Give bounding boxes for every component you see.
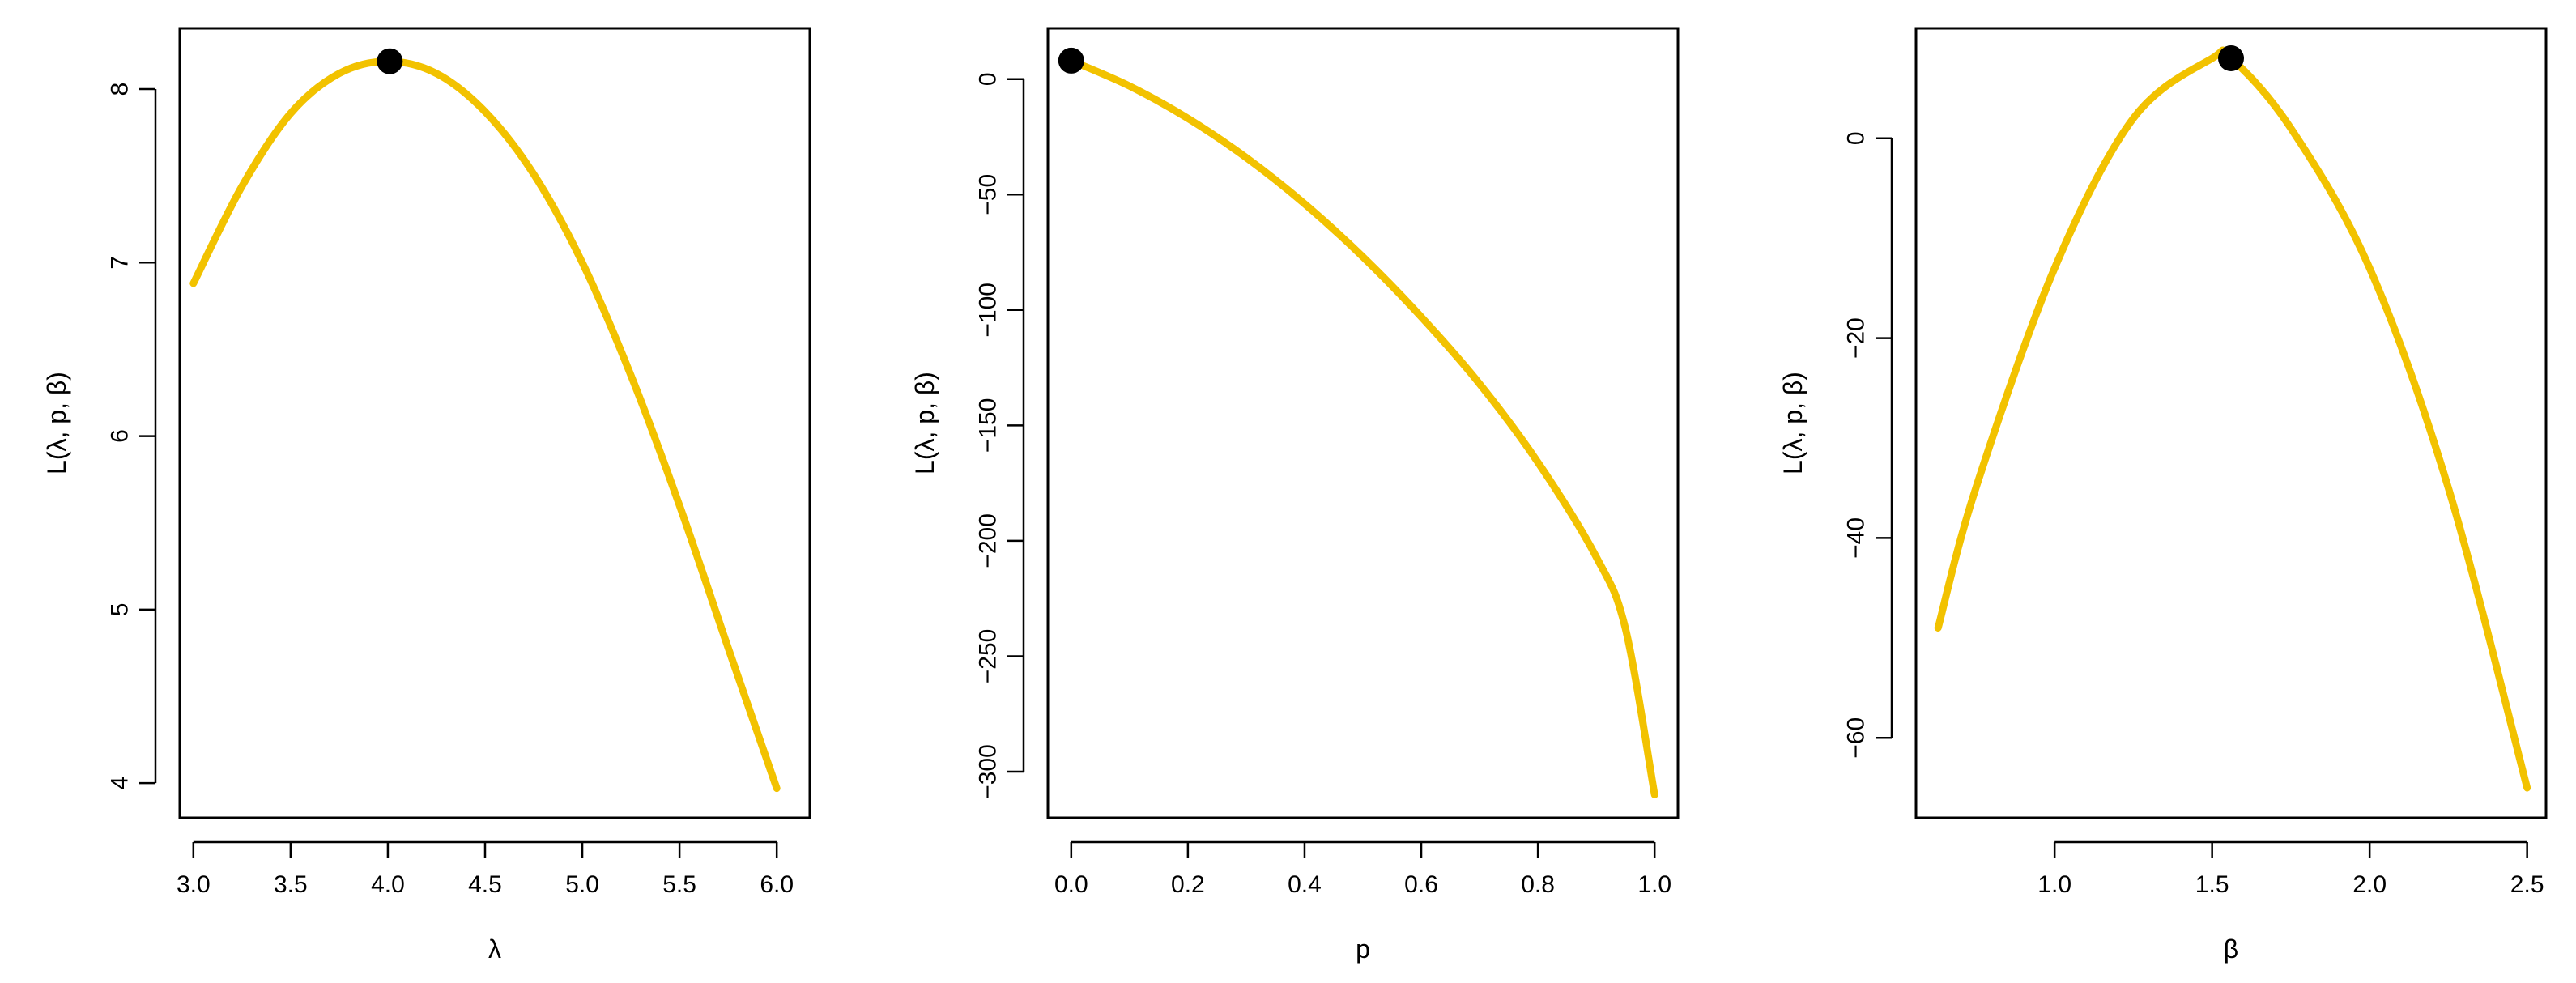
x-tick-label: 0.0	[1054, 871, 1088, 898]
y-tick-label: −300	[975, 744, 1002, 799]
y-tick-label: 7	[107, 256, 134, 270]
panel-3: 1.0 1.5 2.0 2.5 0 −20 −40 −60 β L(λ, p, β)	[1778, 27, 2548, 964]
x-tick-label: 0.8	[1521, 871, 1555, 898]
y-tick-label: −60	[1843, 717, 1870, 759]
plot-frame-2	[1046, 27, 1680, 819]
panel-1: 3.0 3.5 4.0 4.5 5.0 5.5 6.0 4 5 6 7 8 λ L(λ, p, β)	[42, 27, 811, 964]
x-axis-label-3: β	[2224, 934, 2238, 964]
y-tick-label: −50	[975, 174, 1002, 215]
x-tick-label: 1.0	[2037, 871, 2071, 898]
x-tick-label: 3.5	[274, 871, 308, 898]
maximum-point-2	[1058, 47, 1084, 74]
y-axis-label-1: L(λ, p, β)	[42, 372, 71, 474]
x-tick-label: 0.4	[1288, 871, 1322, 898]
maximum-point-3	[2218, 45, 2244, 72]
y-axis-label-3: L(λ, p, β)	[1778, 372, 1807, 474]
y-tick-label: −250	[975, 629, 1002, 684]
plot-frame-1	[178, 27, 811, 819]
y-tick-label: 4	[107, 777, 134, 790]
maximum-point-1	[377, 48, 403, 74]
x-axis-label-2: p	[1356, 934, 1370, 964]
x-tick-label: 6.0	[760, 871, 794, 898]
x-tick-label: 1.0	[1637, 871, 1671, 898]
y-tick-label: 5	[107, 603, 134, 617]
x-tick-label: 0.2	[1171, 871, 1205, 898]
likelihood-curve-1	[189, 57, 781, 793]
y-tick-label: 0	[975, 72, 1002, 86]
y-tick-label: 8	[107, 83, 134, 96]
x-tick-label: 4.0	[371, 871, 405, 898]
x-tick-label: 2.0	[2352, 871, 2387, 898]
x-tick-label: 3.0	[177, 871, 211, 898]
x-tick-label: 5.5	[662, 871, 696, 898]
x-axis-label-1: λ	[488, 934, 501, 964]
y-tick-label: −100	[975, 283, 1002, 338]
plot-frame-3	[1914, 27, 2548, 819]
panel-2: 0.0 0.2 0.4 0.6 0.8 1.0 0 −50 −100 −150 −200 −250 −3…	[910, 27, 1680, 964]
x-tick-label: 2.5	[2510, 871, 2544, 898]
y-tick-label: −20	[1843, 317, 1870, 359]
y-tick-label: −200	[975, 513, 1002, 568]
y-tick-label: −40	[1843, 517, 1870, 559]
y-axis-label-2: L(λ, p, β)	[910, 372, 939, 474]
x-tick-label: 5.0	[565, 871, 599, 898]
y-tick-label: 0	[1843, 131, 1870, 145]
likelihood-curve-3	[1934, 46, 2531, 792]
x-tick-label: 1.5	[2195, 871, 2229, 898]
likelihood-curve-2	[1067, 57, 1658, 798]
x-tick-label: 0.6	[1404, 871, 1438, 898]
x-tick-label: 4.5	[468, 871, 502, 898]
y-tick-label: 6	[107, 429, 134, 443]
y-tick-label: −150	[975, 398, 1002, 453]
